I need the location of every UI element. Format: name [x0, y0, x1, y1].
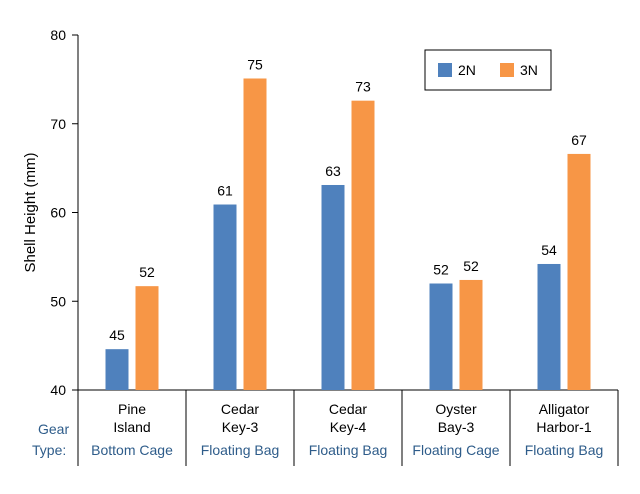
data-label: 73 [355, 79, 371, 95]
category-label: Harbor-1 [536, 419, 591, 435]
bar-2N [321, 184, 345, 390]
category-label: Pine [118, 401, 146, 417]
category-label: Key-3 [222, 419, 259, 435]
gear-type-value: Floating Bag [309, 442, 388, 458]
y-tick-label: 40 [50, 382, 66, 398]
bar-3N [135, 286, 159, 390]
data-label: 52 [463, 258, 479, 274]
category-label: Bay-3 [438, 419, 475, 435]
data-label: 61 [217, 183, 233, 199]
y-tick-label: 70 [50, 116, 66, 132]
bar-3N [351, 100, 375, 391]
bar-2N [213, 204, 237, 390]
data-label: 67 [571, 132, 587, 148]
gear-type-value: Floating Cage [412, 442, 499, 458]
legend-swatch-3N [500, 63, 514, 77]
data-label: 75 [247, 56, 263, 72]
gear-type-value: Bottom Cage [91, 442, 173, 458]
y-tick-label: 80 [50, 27, 66, 43]
category-label: Key-4 [330, 419, 367, 435]
bar-3N [567, 153, 591, 390]
bar-3N [459, 279, 483, 390]
y-axis-title: Shell Height (mm) [22, 152, 39, 272]
y-tick-label: 60 [50, 205, 66, 221]
legend-swatch-2N [438, 63, 452, 77]
bar-2N [429, 283, 453, 390]
legend-label: 2N [458, 62, 476, 78]
category-label: Alligator [539, 401, 590, 417]
data-label: 52 [433, 262, 449, 278]
data-label: 54 [541, 242, 557, 258]
bar-2N [537, 263, 561, 390]
gear-type-value: Floating Bag [201, 442, 280, 458]
gear-type-label: Type: [32, 442, 66, 458]
legend-label: 3N [520, 62, 538, 78]
category-label: Oyster [435, 401, 477, 417]
bar-3N [243, 78, 267, 391]
gear-type-value: Floating Bag [525, 442, 604, 458]
y-tick-label: 50 [50, 293, 66, 309]
category-label: Cedar [221, 401, 259, 417]
category-label: Cedar [329, 401, 367, 417]
data-label: 45 [109, 327, 125, 343]
data-label: 52 [139, 264, 155, 280]
data-label: 63 [325, 163, 341, 179]
category-label: Island [113, 419, 150, 435]
bar-2N [105, 349, 129, 390]
gear-type-label: Gear [38, 421, 69, 437]
